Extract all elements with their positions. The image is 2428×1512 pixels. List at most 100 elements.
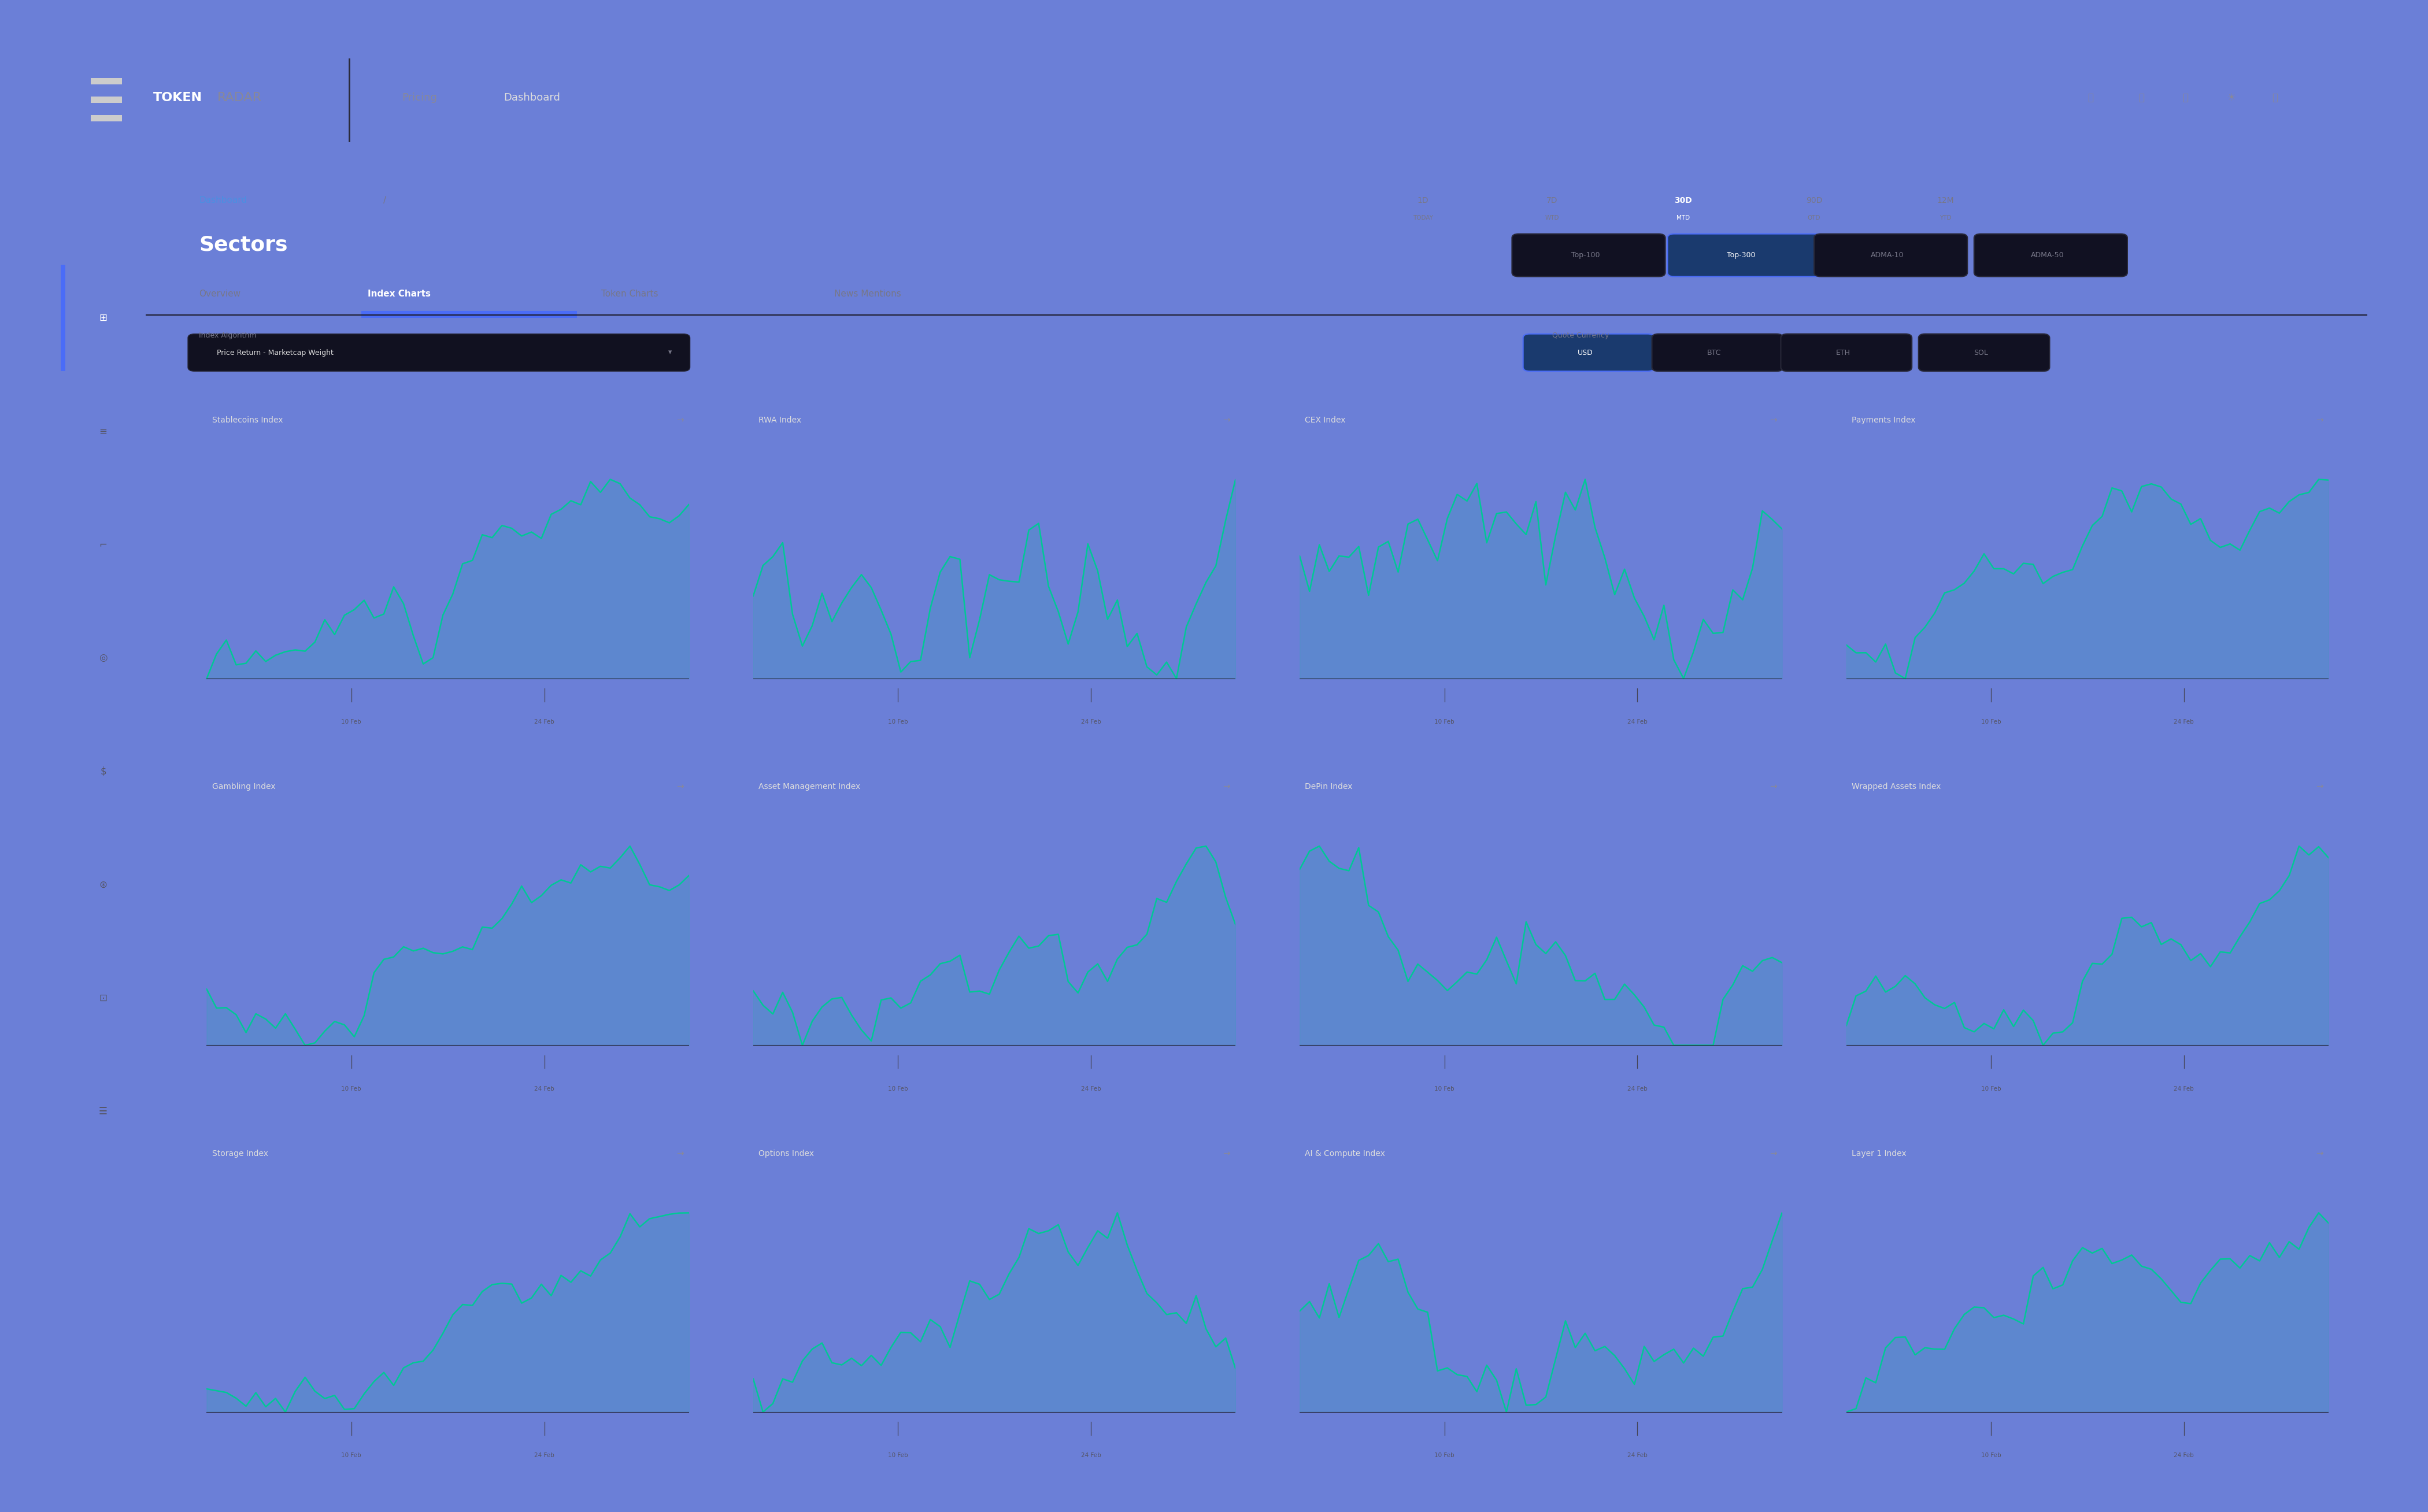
Text: →: → — [677, 782, 685, 791]
Text: Top-100: Top-100 — [1571, 251, 1600, 259]
Text: 1D: 1D — [1418, 197, 1428, 204]
Text: Index Algorithm: Index Algorithm — [199, 331, 257, 339]
Text: TODAY: TODAY — [1413, 215, 1433, 221]
Text: DePin Index: DePin Index — [1304, 783, 1352, 791]
Text: Index Charts: Index Charts — [369, 290, 430, 298]
Text: 24 Feb: 24 Feb — [2173, 1086, 2195, 1092]
Text: 7D: 7D — [1547, 197, 1559, 204]
Text: →: → — [1224, 416, 1231, 425]
FancyBboxPatch shape — [1814, 234, 1967, 277]
Text: Storage Index: Storage Index — [211, 1149, 267, 1157]
Text: ADMA-50: ADMA-50 — [2030, 251, 2064, 259]
Text: 10 Feb: 10 Feb — [889, 1453, 908, 1459]
Text: 24 Feb: 24 Feb — [1627, 1086, 1646, 1092]
Text: 24 Feb: 24 Feb — [2173, 720, 2195, 724]
Text: /: / — [384, 197, 386, 206]
FancyBboxPatch shape — [1918, 334, 2049, 372]
FancyBboxPatch shape — [1522, 334, 1653, 372]
Text: ⊞: ⊞ — [100, 313, 107, 324]
Text: Top-300: Top-300 — [1726, 251, 1755, 259]
Text: ☀: ☀ — [2226, 92, 2236, 103]
Text: WTD: WTD — [1544, 215, 1559, 221]
Text: ⊛: ⊛ — [100, 880, 107, 891]
Text: 24 Feb: 24 Feb — [1627, 720, 1646, 724]
Text: →: → — [2316, 782, 2324, 791]
Text: 24 Feb: 24 Feb — [1080, 720, 1100, 724]
Text: →: → — [677, 1149, 685, 1158]
Text: QTD: QTD — [1806, 215, 1821, 221]
Text: TOKEN: TOKEN — [153, 92, 202, 103]
Text: SOL: SOL — [1974, 349, 1989, 357]
Text: $: $ — [100, 767, 107, 777]
Text: MTD: MTD — [1675, 215, 1690, 221]
Text: Overview: Overview — [199, 290, 240, 298]
Text: USD: USD — [1578, 349, 1593, 357]
Text: ◎: ◎ — [100, 653, 107, 664]
Text: 10 Feb: 10 Feb — [889, 720, 908, 724]
Text: 10 Feb: 10 Feb — [1435, 1086, 1454, 1092]
Text: ⌐: ⌐ — [100, 540, 107, 550]
Text: 12M: 12M — [1938, 197, 1955, 204]
Text: ⊡: ⊡ — [100, 993, 107, 1004]
Bar — [90, 115, 121, 121]
Text: RADAR: RADAR — [219, 92, 262, 103]
Text: 10 Feb: 10 Feb — [342, 1086, 362, 1092]
Text: ❓: ❓ — [2183, 92, 2188, 103]
Text: 90D: 90D — [1806, 197, 1823, 204]
Text: CEX Index: CEX Index — [1304, 416, 1345, 423]
Text: Price Return - Marketcap Weight: Price Return - Marketcap Weight — [216, 349, 333, 357]
Text: Pricing: Pricing — [403, 92, 437, 103]
Text: Wrapped Assets Index: Wrapped Assets Index — [1853, 783, 1940, 791]
Text: ▾: ▾ — [668, 349, 673, 357]
Text: ADMA-10: ADMA-10 — [1872, 251, 1904, 259]
FancyBboxPatch shape — [1780, 334, 1911, 372]
Text: 24 Feb: 24 Feb — [2173, 1453, 2195, 1459]
Text: News Mentions: News Mentions — [835, 290, 901, 298]
Text: Asset Management Index: Asset Management Index — [758, 783, 860, 791]
Text: 👤: 👤 — [2273, 92, 2277, 103]
Text: Payments Index: Payments Index — [1853, 416, 1916, 423]
Text: Layer 1 Index: Layer 1 Index — [1853, 1149, 1906, 1157]
Text: →: → — [677, 416, 685, 425]
Text: Quote Currency: Quote Currency — [1551, 331, 1610, 339]
Text: Stablecoins Index: Stablecoins Index — [211, 416, 282, 423]
Text: 24 Feb: 24 Feb — [1080, 1086, 1100, 1092]
Text: 10 Feb: 10 Feb — [1435, 1453, 1454, 1459]
Text: Sectors: Sectors — [199, 234, 289, 254]
Text: →: → — [1224, 1149, 1231, 1158]
Text: 24 Feb: 24 Feb — [534, 1453, 554, 1459]
Text: ☰: ☰ — [100, 1107, 107, 1116]
Text: →: → — [2316, 416, 2324, 425]
Text: →: → — [2316, 1149, 2324, 1158]
Text: 10 Feb: 10 Feb — [1981, 1453, 2001, 1459]
FancyBboxPatch shape — [1668, 234, 1821, 277]
Text: →: → — [1770, 416, 1777, 425]
Bar — [90, 79, 121, 85]
Text: 24 Feb: 24 Feb — [1080, 1453, 1100, 1459]
Text: 30D: 30D — [1675, 197, 1692, 204]
Text: ETH: ETH — [1836, 349, 1850, 357]
Text: 10 Feb: 10 Feb — [1981, 720, 2001, 724]
FancyBboxPatch shape — [1974, 234, 2127, 277]
Text: 24 Feb: 24 Feb — [1627, 1453, 1646, 1459]
Text: Dashboard: Dashboard — [503, 92, 561, 103]
Text: 10 Feb: 10 Feb — [1981, 1086, 2001, 1092]
Bar — [362, 311, 578, 318]
Text: 10 Feb: 10 Feb — [342, 1453, 362, 1459]
Text: ≡: ≡ — [100, 426, 107, 437]
Text: Dashboard: Dashboard — [199, 197, 248, 206]
Text: Gambling Index: Gambling Index — [211, 783, 274, 791]
FancyBboxPatch shape — [187, 334, 690, 372]
Text: Token Charts: Token Charts — [602, 290, 658, 298]
FancyBboxPatch shape — [1651, 334, 1782, 372]
Text: RWA Index: RWA Index — [758, 416, 801, 423]
Text: BTC: BTC — [1707, 349, 1721, 357]
Text: →: → — [1224, 782, 1231, 791]
Text: 24 Feb: 24 Feb — [534, 720, 554, 724]
Text: 10 Feb: 10 Feb — [889, 1086, 908, 1092]
Text: 24 Feb: 24 Feb — [534, 1086, 554, 1092]
Text: →: → — [1770, 1149, 1777, 1158]
Text: 🔍: 🔍 — [2088, 92, 2093, 103]
Text: 10 Feb: 10 Feb — [342, 720, 362, 724]
Bar — [61, 265, 66, 372]
